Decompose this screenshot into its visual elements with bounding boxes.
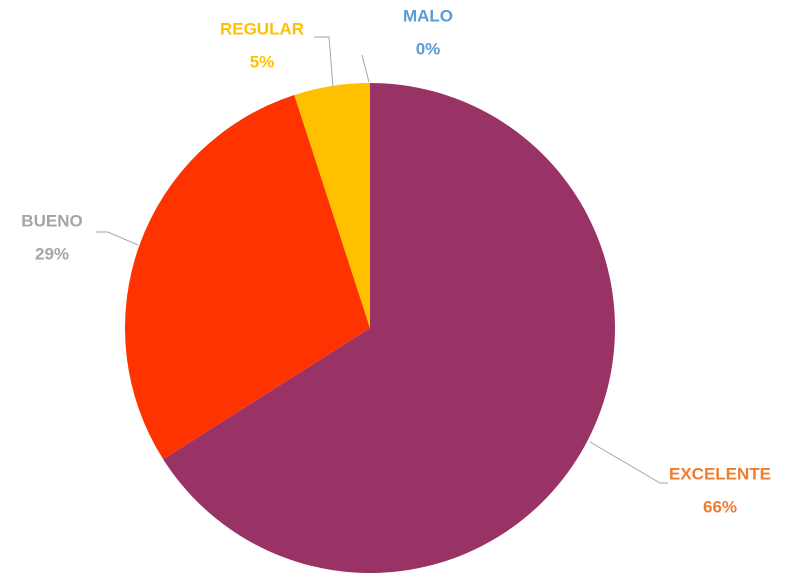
pie-slice	[294, 83, 370, 328]
leader-line	[96, 231, 139, 246]
pie-slice	[163, 83, 616, 573]
pie-slice	[125, 94, 371, 460]
category-label: MALO	[403, 6, 453, 25]
leader-line	[589, 441, 668, 484]
value-label: 5%	[250, 52, 275, 71]
leader-line	[361, 54, 370, 83]
value-label: 29%	[35, 244, 69, 263]
value-label: 66%	[703, 497, 737, 516]
category-label: BUENO	[21, 211, 82, 230]
category-label: REGULAR	[220, 19, 304, 38]
category-label: EXCELENTE	[669, 464, 771, 483]
leader-line	[314, 36, 334, 88]
value-label: 0%	[416, 39, 441, 58]
